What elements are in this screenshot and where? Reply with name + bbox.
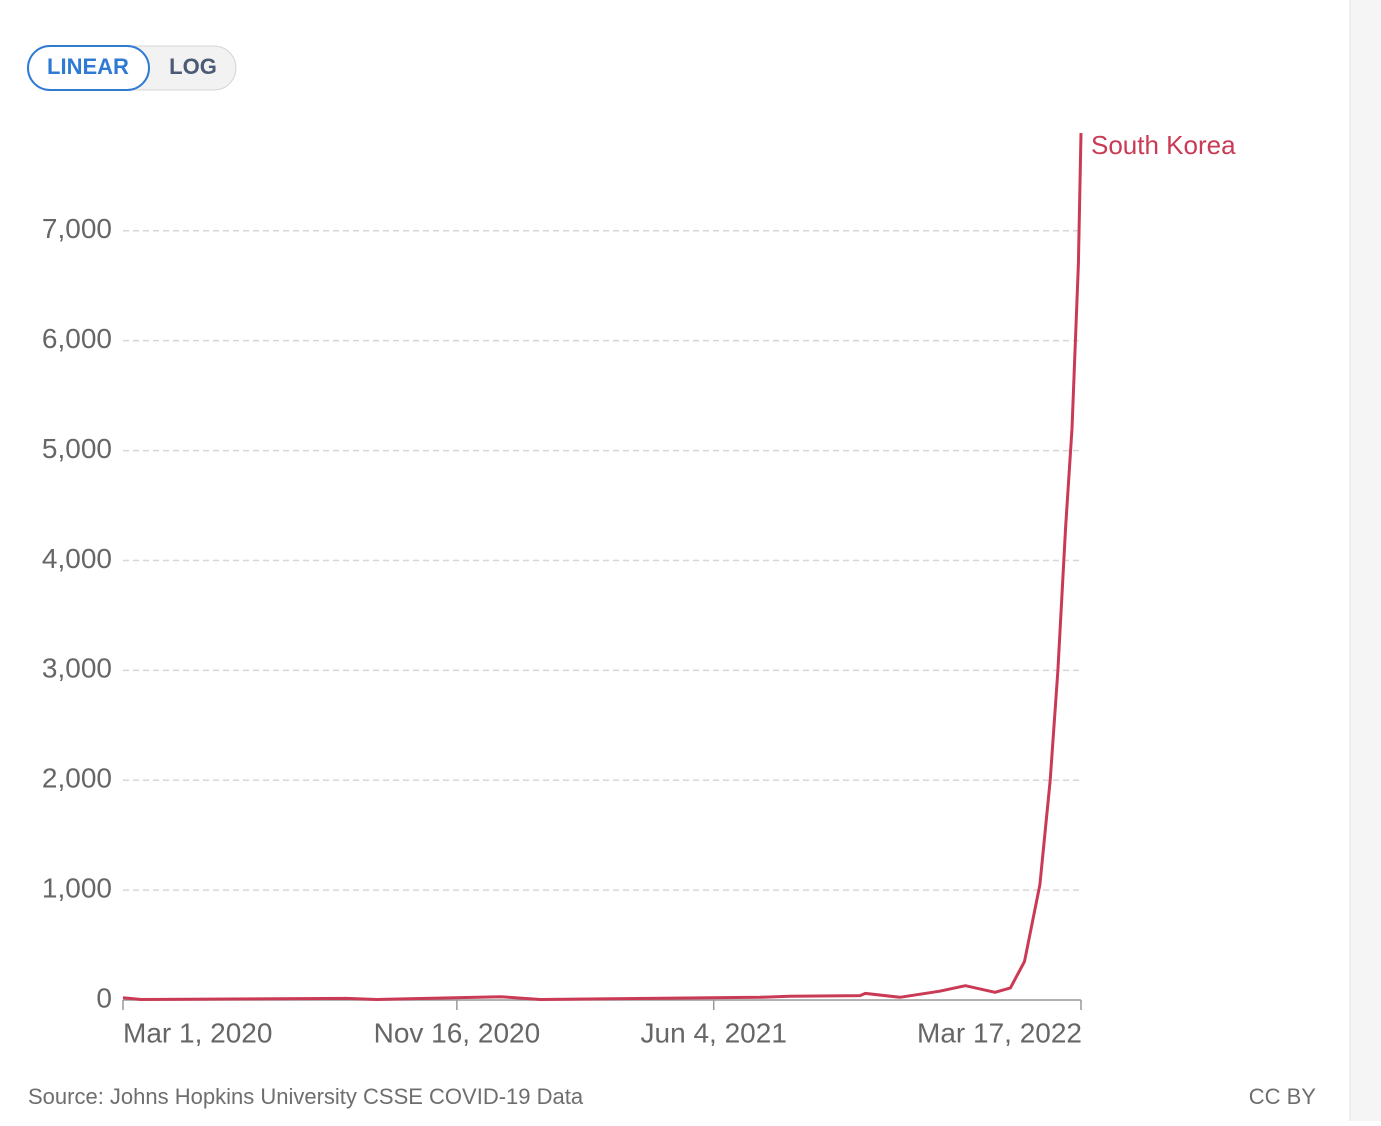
source: Source: Johns Hopkins University CSSE CO… [28,1084,584,1109]
series-label: South Korea [1091,130,1236,160]
x-tick-label: Mar 17, 2022 [917,1017,1082,1048]
y-tick-label: 1,000 [42,873,112,904]
scale-toggle: LINEAR LOG [27,45,237,91]
log-label[interactable]: LOG [169,54,217,79]
y-tick-label: 6,000 [42,323,112,354]
y-tick-label: 5,000 [42,433,112,464]
y-tick-label: 3,000 [42,653,112,684]
y-tick-label: 0 [96,982,112,1013]
x-tick-label: Jun 4, 2021 [641,1017,787,1048]
x-tick-label: Nov 16, 2020 [374,1017,541,1048]
y-tick-label: 2,000 [42,763,112,794]
series-line [122,132,1083,1001]
linear-button[interactable] [27,45,150,91]
linear-label[interactable]: LINEAR [47,54,129,79]
license[interactable]: CC BY [1249,1084,1317,1109]
x-tick-label: Mar 1, 2020 [123,1017,272,1048]
scrollbar-track [1350,0,1381,1121]
y-tick-label: 4,000 [42,543,112,574]
y-tick-label: 7,000 [42,213,112,244]
